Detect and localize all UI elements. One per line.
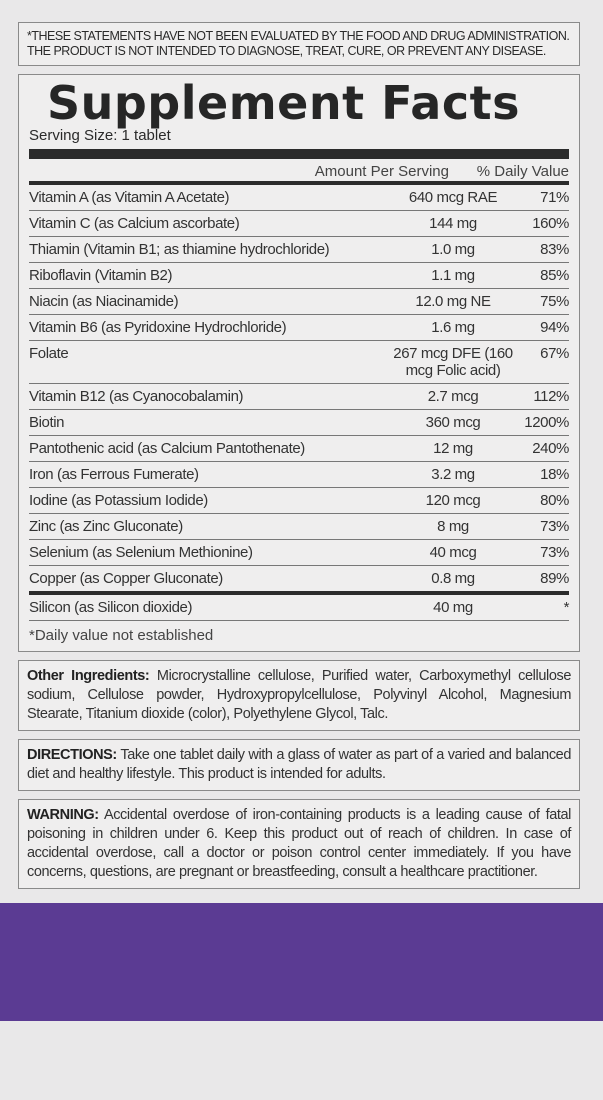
table-row: Zinc (as Zinc Gluconate) 8 mg 73% <box>29 514 569 540</box>
table-row: Biotin 360 mcg 1200% <box>29 410 569 436</box>
nutrient-name: Copper (as Copper Gluconate) <box>29 570 223 587</box>
nutrient-amount: 1.0 mg <box>431 241 475 258</box>
nutrient-name: Vitamin C (as Calcium ascorbate) <box>29 215 240 232</box>
nutrient-name: Selenium (as Selenium Methionine) <box>29 544 253 561</box>
fda-disclaimer: *These statements have not been evaluate… <box>18 22 580 66</box>
table-row: Iron (as Ferrous Fumerate) 3.2 mg 18% <box>29 462 569 488</box>
nutrient-name: Iodine (as Potassium Iodide) <box>29 492 208 509</box>
nutrient-amount: 12.0 mg NE <box>415 293 491 310</box>
table-row: Folate 267 mcg DFE (160 mcg Folic acid) 67… <box>29 341 569 384</box>
nutrient-amount: 3.2 mg <box>431 466 475 483</box>
nutrient-name: Folate <box>29 345 69 362</box>
serving-size: Serving Size: 1 tablet <box>29 127 171 144</box>
label-stack: *These statements have not been evaluate… <box>18 22 580 889</box>
table-row: Thiamin (Vitamin B1; as thiamine hydroch… <box>29 237 569 263</box>
other-text: Microcrystalline cellulose, Purified wat… <box>27 668 571 722</box>
nutrient-name: Pantothenic acid (as Calcium Pantothenat… <box>29 440 305 457</box>
purple-packaging-band <box>0 903 603 1021</box>
dv-header: % Daily Value <box>476 163 569 180</box>
table-row: Silicon (as Silicon dioxide) 40 mg * <box>29 595 569 621</box>
amount-header: Amount Per Serving <box>314 163 449 180</box>
directions-text: Take one tablet daily with a glass of wa… <box>27 747 571 782</box>
nutrient-amount: 360 mcg <box>425 414 481 431</box>
nutrient-amount: 40 mcg <box>429 544 477 561</box>
nutrient-amount: 1.1 mg <box>431 267 475 284</box>
nutrient-amount: 640 mcg RAE <box>408 189 498 206</box>
nutrient-dv: 75% <box>540 293 569 310</box>
nutrient-name: Niacin (as Niacinamide) <box>29 293 179 310</box>
nutrient-amount: 144 mg <box>429 215 477 232</box>
table-row: Copper (as Copper Gluconate) 0.8 mg 89% <box>29 566 569 595</box>
other-label: Other Ingredients: <box>27 668 150 684</box>
table-row: Riboflavin (Vitamin B2) 1.1 mg 85% <box>29 263 569 289</box>
nutrient-dv: 94% <box>540 319 569 336</box>
nutrient-name: Thiamin (Vitamin B1; as thiamine hydroch… <box>29 241 330 258</box>
table-row: Vitamin A (as Vitamin A Acetate) 640 mcg … <box>29 185 569 211</box>
table-row: Vitamin C (as Calcium ascorbate) 144 mg 16… <box>29 211 569 237</box>
nutrient-amount: 8 mg <box>437 518 469 535</box>
facts-header: Amount Per Serving % Daily Value <box>29 159 569 181</box>
nutrient-name: Silicon (as Silicon dioxide) <box>29 599 193 616</box>
directions-label: DIRECTIONS: <box>27 747 117 763</box>
nutrient-dv: 160% <box>532 215 569 232</box>
header-divider <box>29 181 569 185</box>
nutrient-table: Vitamin A (as Vitamin A Acetate) 640 mcg … <box>29 185 569 621</box>
nutrient-amount: 120 mcg <box>425 492 481 509</box>
nutrient-dv: 67% <box>540 345 569 362</box>
nutrient-amount: 0.8 mg <box>431 570 475 587</box>
nutrient-name: Biotin <box>29 414 65 431</box>
nutrient-amount: 40 mg <box>433 599 473 616</box>
facts-title: Supplement Facts <box>47 76 520 130</box>
table-row: Niacin (as Niacinamide) 12.0 mg NE 75% <box>29 289 569 315</box>
nutrient-name: Vitamin B6 (as Pyridoxine Hydrochloride) <box>29 319 287 336</box>
nutrient-amount: 267 mcg DFE (160 mcg Folic acid) <box>393 345 513 379</box>
table-row: Pantothenic acid (as Calcium Pantothenat… <box>29 436 569 462</box>
warning-label: WARNING: <box>27 807 99 823</box>
directions: DIRECTIONS: Take one tablet daily with a… <box>18 739 580 791</box>
nutrient-dv: 83% <box>540 241 569 258</box>
nutrient-amount: 12 mg <box>433 440 473 457</box>
nutrient-dv: * <box>563 599 570 616</box>
nutrient-dv: 18% <box>540 466 569 483</box>
warning: WARNING: Accidental overdose of iron-con… <box>18 799 580 889</box>
nutrient-name: Vitamin B12 (as Cyanocobalamin) <box>29 388 244 405</box>
table-row: Vitamin B12 (as Cyanocobalamin) 2.7 mcg 11… <box>29 384 569 410</box>
nutrient-dv: 85% <box>540 267 569 284</box>
table-row: Iodine (as Potassium Iodide) 120 mcg 80% <box>29 488 569 514</box>
nutrient-dv: 80% <box>540 492 569 509</box>
nutrient-amount: 1.6 mg <box>431 319 475 336</box>
nutrient-name: Vitamin A (as Vitamin A Acetate) <box>29 189 230 206</box>
table-row: Selenium (as Selenium Methionine) 40 mcg 7… <box>29 540 569 566</box>
other-ingredients: Other Ingredients: Microcrystalline cell… <box>18 660 580 731</box>
supplement-facts-panel: Supplement Facts Serving Size: 1 tablet … <box>18 74 580 652</box>
table-row: Vitamin B6 (as Pyridoxine Hydrochloride)… <box>29 315 569 341</box>
nutrient-dv: 73% <box>540 544 569 561</box>
nutrient-name: Zinc (as Zinc Gluconate) <box>29 518 183 535</box>
warning-text: Accidental overdose of iron-containing p… <box>27 807 571 880</box>
nutrient-amount: 2.7 mcg <box>427 388 479 405</box>
nutrient-name: Riboflavin (Vitamin B2) <box>29 267 173 284</box>
thick-divider <box>29 149 569 159</box>
nutrient-dv: 1200% <box>524 414 569 431</box>
nutrient-dv: 73% <box>540 518 569 535</box>
nutrient-dv: 240% <box>532 440 569 457</box>
nutrient-dv: 112% <box>533 388 569 405</box>
nutrient-dv: 89% <box>540 570 569 587</box>
nutrient-dv: 71% <box>540 189 569 206</box>
footnote: *Daily value not established <box>29 627 214 644</box>
nutrient-name: Iron (as Ferrous Fumerate) <box>29 466 199 483</box>
